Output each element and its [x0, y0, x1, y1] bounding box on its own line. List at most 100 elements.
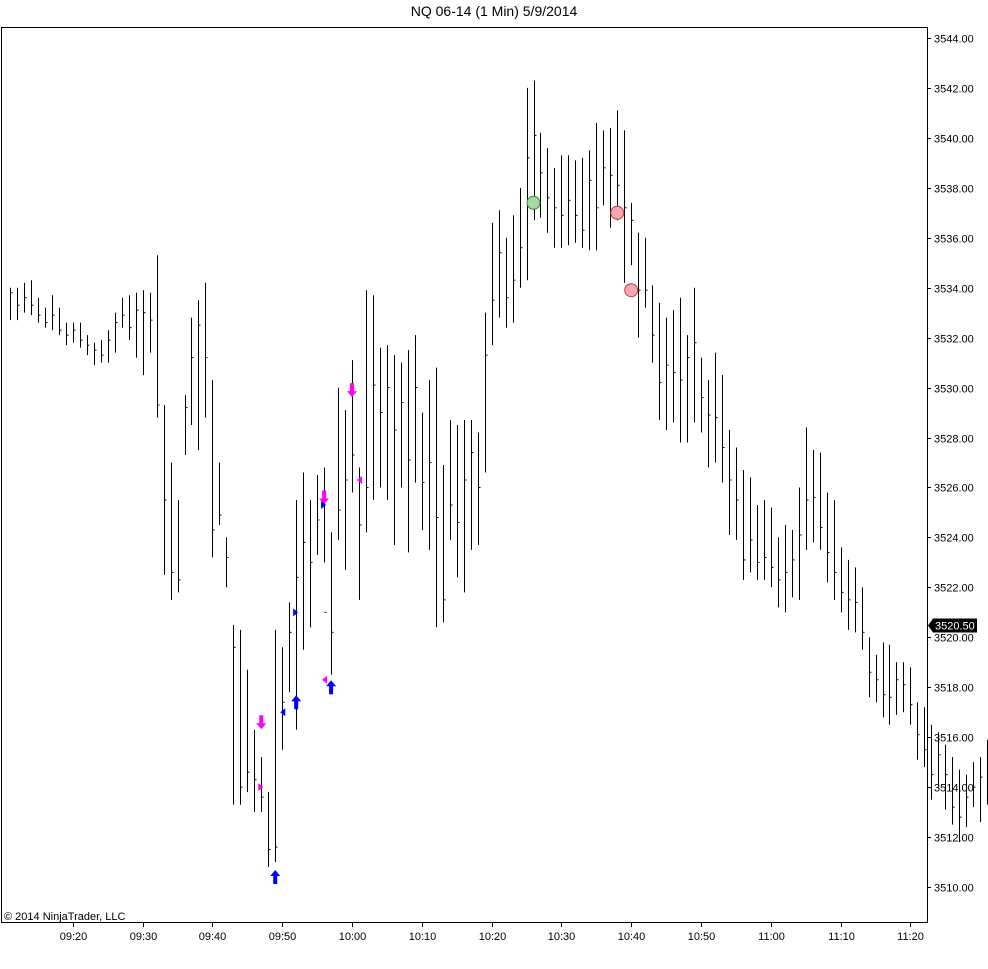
ohlc-bar — [771, 507, 774, 588]
ohlc-bar — [883, 642, 886, 718]
ohlc-bar — [178, 499, 181, 593]
ohlc-bar — [638, 232, 641, 338]
ohlc-bar — [387, 345, 390, 500]
x-tick-label: 09:30 — [130, 931, 158, 943]
ohlc-bar — [701, 357, 704, 433]
circle-marker-icon — [624, 283, 639, 298]
ohlc-bar — [464, 420, 467, 593]
y-tick-label: 3522.00 — [934, 583, 974, 595]
ohlc-bar — [471, 420, 474, 550]
ohlc-bar — [617, 110, 620, 221]
sell-arrow-icon — [319, 490, 330, 505]
ohlc-bar — [401, 362, 404, 488]
ohlc-bar — [115, 312, 118, 353]
ohlc-bar — [834, 499, 837, 600]
ohlc-bar — [164, 405, 167, 575]
y-tick-label: 3514.00 — [934, 783, 974, 795]
ohlc-bar — [645, 237, 648, 308]
circle-marker-icon — [610, 205, 625, 220]
ohlc-bar — [233, 624, 236, 805]
ohlc-bar — [205, 282, 208, 418]
x-tick-label: 11:00 — [758, 931, 785, 943]
ohlc-bar — [876, 654, 879, 703]
ohlc-bar — [212, 380, 215, 558]
y-tick-label: 3544.00 — [934, 34, 974, 46]
y-tick-label: 3518.00 — [934, 683, 974, 695]
ohlc-bar — [499, 210, 502, 318]
x-tick-label: 10:20 — [479, 931, 507, 943]
ohlc-bar — [108, 330, 111, 363]
chart-title: NQ 06-14 (1 Min) 5/9/2014 — [410, 3, 578, 19]
ohlc-bar — [122, 297, 125, 328]
ohlc-bar — [841, 547, 844, 613]
buy-arrow-icon — [291, 695, 302, 710]
ohlc-bar — [157, 255, 160, 418]
ohlc-bar — [150, 292, 153, 353]
ohlc-bar — [171, 462, 174, 600]
ohlc-bar — [506, 237, 509, 328]
last-price-flag: 3520.50 — [928, 618, 977, 633]
y-tick-label: 3528.00 — [934, 434, 974, 446]
y-tick-label: 3512.00 — [934, 833, 974, 845]
ohlc-bar — [959, 769, 962, 843]
ohlc-bar — [66, 322, 69, 346]
ohlc-bar — [896, 662, 899, 715]
ohlc-bar — [52, 295, 55, 331]
ohlc-bar — [708, 380, 711, 468]
ohlc-bar — [924, 707, 927, 768]
x-tick-label: 09:40 — [199, 931, 227, 943]
last-price-flag-shape — [928, 618, 977, 633]
ohlc-bar — [282, 647, 285, 750]
ohlc-bar — [855, 567, 858, 633]
ohlc-bar — [226, 537, 229, 588]
ohlc-bar — [729, 430, 732, 535]
ohlc-bar — [492, 222, 495, 346]
triangle-left-icon — [280, 708, 286, 717]
ohlc-bar — [436, 367, 439, 628]
ohlc-bar — [561, 155, 564, 248]
circle-marker-icon — [526, 195, 541, 210]
ohlc-bar — [24, 282, 27, 313]
ohlc-bar — [247, 669, 250, 793]
y-tick-label: 3520.00 — [934, 633, 974, 645]
ohlc-bar — [582, 157, 585, 248]
ohlc-bar — [478, 432, 481, 545]
sell-arrow-icon — [347, 383, 358, 398]
ohlc-bar — [80, 322, 83, 348]
x-tick-label: 10:50 — [688, 931, 716, 943]
x-axis: 09:20 09:30 09:40 09:50 10:00 10:10 10:20 10:30… — [60, 922, 924, 943]
ohlc-bar — [743, 470, 746, 580]
ohlc-bar — [631, 202, 634, 266]
triangle-right-icon — [258, 783, 264, 792]
ohlc-bar — [589, 150, 592, 251]
ohlc-bar — [624, 130, 627, 283]
triangle-left-icon — [322, 675, 328, 684]
ohlc-bar — [778, 537, 781, 608]
ohlc-bar — [191, 317, 194, 426]
y-tick-label: 3540.00 — [934, 134, 974, 146]
triangle-left-icon — [357, 475, 362, 484]
ohlc-bar — [185, 395, 188, 456]
ohlc-bar — [324, 467, 327, 613]
ohlc-bar — [520, 187, 523, 288]
ohlc-bar — [359, 467, 362, 600]
y-tick-label: 3530.00 — [934, 384, 974, 396]
ohlc-bar — [673, 310, 676, 423]
ohlc-bar — [10, 287, 13, 321]
ohlc-bar — [17, 287, 20, 321]
ohlc-bar — [45, 307, 48, 328]
ohlc-bar — [31, 280, 34, 316]
ohlc-bar — [198, 300, 201, 451]
ohlc-bar — [219, 462, 222, 525]
ohlc-bar — [652, 285, 655, 363]
ohlc-bar — [59, 307, 62, 336]
ohlc-bar — [820, 452, 823, 550]
ohlc-bar — [101, 340, 104, 363]
ohlc-bar — [366, 290, 369, 533]
y-tick-label: 3516.00 — [934, 733, 974, 745]
y-tick-label: 3538.00 — [934, 184, 974, 196]
ohlc-bar — [415, 335, 418, 483]
ohlc-bar — [540, 132, 543, 218]
sell-arrow-icon — [256, 715, 267, 730]
